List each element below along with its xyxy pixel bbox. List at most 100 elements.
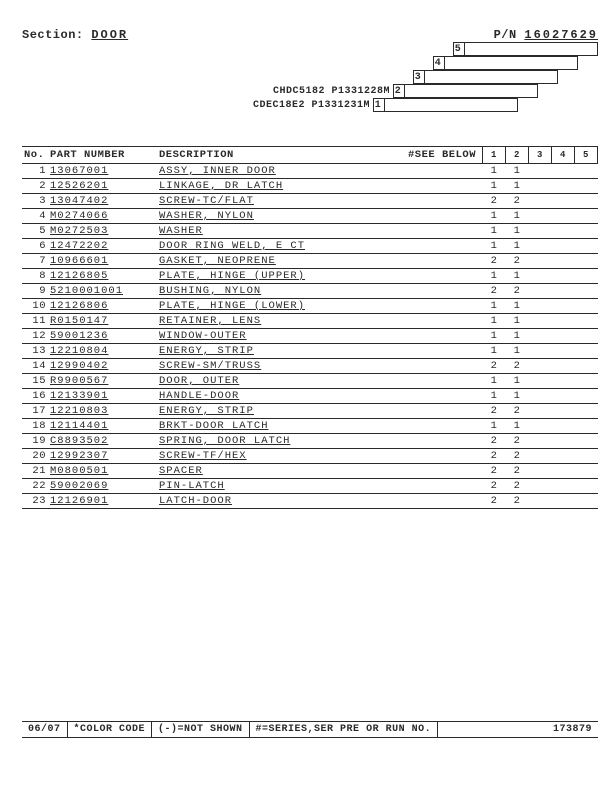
- cell-no: 4: [22, 209, 48, 224]
- cell-no: 21: [22, 464, 48, 479]
- cell-qty: 1: [483, 269, 506, 284]
- cell-no: 2: [22, 179, 48, 194]
- cell-qty: [552, 419, 575, 434]
- cell-qty: 1: [483, 299, 506, 314]
- section-value: DOOR: [91, 28, 128, 42]
- cell-qty: [529, 284, 552, 299]
- footer-date: 06/07: [22, 722, 68, 737]
- cell-qty: [575, 374, 598, 389]
- table-row: 1712210803ENERGY, STRIP22: [22, 404, 598, 419]
- cell-qty: 1: [506, 209, 529, 224]
- cell-qty: 2: [483, 404, 506, 419]
- table-row: 1812114401BRKT-DOOR LATCH11: [22, 419, 598, 434]
- cell-qty: 1: [506, 314, 529, 329]
- cell-qty: [529, 419, 552, 434]
- cell-qty: 1: [483, 224, 506, 239]
- col-q5: 5: [575, 147, 598, 164]
- cell-qty: [529, 254, 552, 269]
- cell-part: 12990402: [48, 359, 157, 374]
- table-row: 212526201LINKAGE, DR LATCH11: [22, 179, 598, 194]
- cell-qty: [552, 434, 575, 449]
- table-row: 5M0272503WASHER11: [22, 224, 598, 239]
- col-q3: 3: [529, 147, 552, 164]
- cell-qty: [529, 209, 552, 224]
- col-q1: 1: [483, 147, 506, 164]
- cell-qty: [575, 164, 598, 179]
- cell-desc: BUSHING, NYLON: [157, 284, 483, 299]
- cell-qty: [529, 194, 552, 209]
- cell-qty: 2: [483, 434, 506, 449]
- cell-no: 14: [22, 359, 48, 374]
- cell-part: 12210804: [48, 344, 157, 359]
- cell-qty: 1: [506, 269, 529, 284]
- cell-desc: WASHER, NYLON: [157, 209, 483, 224]
- model-staircase: 5 4 3 2CHDC5182 P1331228M 1CDEC18E2 P133…: [373, 42, 598, 142]
- cell-qty: 1: [483, 239, 506, 254]
- table-row: 612472202DOOR RING WELD, E CT11: [22, 239, 598, 254]
- cell-qty: [575, 254, 598, 269]
- cell-no: 23: [22, 494, 48, 509]
- cell-desc: SCREW-SM/TRUSS: [157, 359, 483, 374]
- cell-no: 5: [22, 224, 48, 239]
- cell-qty: 1: [506, 239, 529, 254]
- cell-qty: [529, 404, 552, 419]
- cell-desc: DOOR RING WELD, E CT: [157, 239, 483, 254]
- col-no: No.: [22, 147, 48, 164]
- cell-qty: 2: [506, 284, 529, 299]
- cell-qty: 1: [506, 179, 529, 194]
- table-row: 15R9900567DOOR, OUTER11: [22, 374, 598, 389]
- cell-part: 13067001: [48, 164, 157, 179]
- table-row: 2259002069PIN-LATCH22: [22, 479, 598, 494]
- cell-qty: 1: [483, 389, 506, 404]
- cell-no: 17: [22, 404, 48, 419]
- cell-desc: SCREW-TC/FLAT: [157, 194, 483, 209]
- cell-qty: 1: [483, 374, 506, 389]
- cell-qty: [529, 179, 552, 194]
- cell-qty: [552, 344, 575, 359]
- cell-part: R0150147: [48, 314, 157, 329]
- table-row: 1412990402SCREW-SM/TRUSS22: [22, 359, 598, 374]
- cell-qty: [529, 434, 552, 449]
- col-see: #SEE BELOW: [322, 147, 482, 164]
- cell-qty: 1: [506, 164, 529, 179]
- cell-part: 59002069: [48, 479, 157, 494]
- cell-qty: 1: [506, 344, 529, 359]
- cell-desc: BRKT-DOOR LATCH: [157, 419, 483, 434]
- cell-qty: 2: [483, 284, 506, 299]
- cell-qty: [552, 464, 575, 479]
- cell-qty: [552, 404, 575, 419]
- cell-part: 12133901: [48, 389, 157, 404]
- table-row: 1259001236WINDOW-OUTER11: [22, 329, 598, 344]
- cell-desc: PIN-LATCH: [157, 479, 483, 494]
- cell-qty: [529, 329, 552, 344]
- table-row: 4M0274066WASHER, NYLON11: [22, 209, 598, 224]
- footer-page: 173879: [547, 722, 598, 737]
- cell-part: 12210803: [48, 404, 157, 419]
- cell-desc: LINKAGE, DR LATCH: [157, 179, 483, 194]
- cell-part: 12126805: [48, 269, 157, 284]
- cell-qty: 1: [483, 344, 506, 359]
- cell-desc: HANDLE-DOOR: [157, 389, 483, 404]
- cell-qty: [552, 224, 575, 239]
- cell-part: C8893502: [48, 434, 157, 449]
- cell-qty: 2: [483, 479, 506, 494]
- model-step-2: 2CHDC5182 P1331228M: [393, 84, 538, 98]
- cell-desc: WINDOW-OUTER: [157, 329, 483, 344]
- cell-qty: [552, 164, 575, 179]
- cell-no: 15: [22, 374, 48, 389]
- cell-qty: [529, 299, 552, 314]
- table-row: 313047402SCREW-TC/FLAT22: [22, 194, 598, 209]
- table-row: 2312126901LATCH-DOOR22: [22, 494, 598, 509]
- cell-no: 20: [22, 449, 48, 464]
- footer-bar: 06/07 *COLOR CODE (-)=NOT SHOWN #=SERIES…: [22, 721, 598, 738]
- cell-desc: DOOR, OUTER: [157, 374, 483, 389]
- cell-qty: [552, 494, 575, 509]
- cell-qty: [575, 479, 598, 494]
- cell-qty: [552, 329, 575, 344]
- table-row: 21M0800501SPACER22: [22, 464, 598, 479]
- cell-qty: [575, 404, 598, 419]
- cell-part: 12472202: [48, 239, 157, 254]
- pn-block: P/N 16027629: [494, 28, 598, 42]
- cell-qty: [575, 179, 598, 194]
- parts-table: No. PART NUMBER DESCRIPTION #SEE BELOW 1…: [22, 146, 598, 509]
